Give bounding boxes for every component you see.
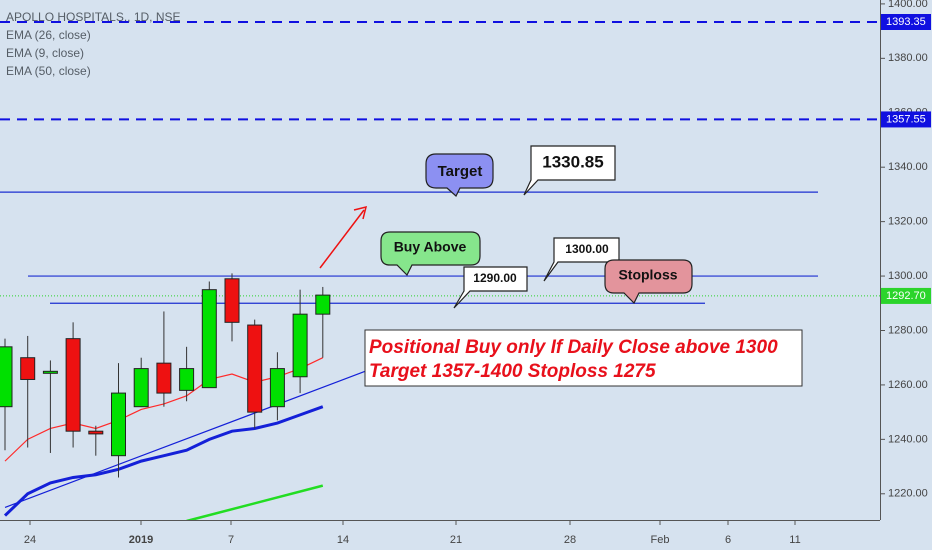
target-callout-label: Target <box>438 163 483 180</box>
legend-ema9[interactable]: EMA (9, close) <box>6 46 85 60</box>
time-tick-label: Feb <box>651 534 670 546</box>
candle[interactable] <box>156 362 172 394</box>
time-tick-label: 7 <box>228 534 234 546</box>
candle[interactable] <box>224 278 240 323</box>
target-value-label: 1330.85 <box>542 152 603 171</box>
entry-value-label: 1290.00 <box>473 271 517 285</box>
target-value-callout[interactable] <box>523 145 616 196</box>
candle[interactable] <box>269 368 285 408</box>
candle[interactable] <box>20 357 36 380</box>
legend-ema26[interactable]: EMA (26, close) <box>6 28 91 42</box>
price-tag[interactable] <box>881 287 931 304</box>
price-tick-label: 1380.00 <box>888 52 928 64</box>
candle[interactable] <box>315 294 331 315</box>
candle[interactable] <box>292 313 308 378</box>
candle[interactable] <box>42 370 58 374</box>
candle[interactable] <box>65 338 81 432</box>
legend-symbol[interactable]: APOLLO HOSPITALS., 1D, NSE <box>6 10 181 24</box>
price-tag-label: 1292.70 <box>886 290 926 302</box>
buy-above-callout[interactable] <box>380 231 481 277</box>
price-axis-bg <box>880 0 932 550</box>
price-tick-label: 1400.00 <box>888 0 928 10</box>
time-tick-label: 28 <box>564 534 576 546</box>
trade-note-line1: Positional Buy only If Daily Close above… <box>369 337 778 358</box>
price-tick-label: 1260.00 <box>888 379 928 391</box>
price-tag-label: 1393.35 <box>886 16 926 28</box>
buy-value-label: 1300.00 <box>565 242 609 256</box>
trendline <box>4 365 380 508</box>
candle[interactable] <box>0 346 13 408</box>
time-tick-label: 14 <box>337 534 349 546</box>
price-tag[interactable] <box>881 14 931 30</box>
price-tick-label: 1340.00 <box>888 161 928 173</box>
trade-note-line2: Target 1357-1400 Stoploss 1275 <box>369 361 656 382</box>
price-tick-label: 1280.00 <box>888 324 928 336</box>
ema50-line <box>186 484 324 523</box>
buy-arrow <box>319 209 365 269</box>
entry-value-callout[interactable] <box>453 266 528 309</box>
candle[interactable] <box>201 289 217 389</box>
candle[interactable] <box>88 430 104 435</box>
target-callout[interactable] <box>425 153 494 197</box>
legend-ema50[interactable]: EMA (50, close) <box>6 64 91 78</box>
price-tag[interactable] <box>881 111 931 128</box>
price-tick-label: 1220.00 <box>888 488 928 500</box>
time-tick-label: 11 <box>789 534 800 546</box>
candle[interactable] <box>111 392 126 457</box>
buy-arrow-head <box>353 205 368 220</box>
time-axis-bg <box>0 520 880 550</box>
price-tick-label: 1240.00 <box>888 433 928 445</box>
ema26-line <box>3 405 324 517</box>
candle[interactable] <box>133 368 149 408</box>
candle[interactable] <box>247 324 263 413</box>
buy-value-callout[interactable] <box>543 237 620 282</box>
stoploss-callout[interactable] <box>604 259 693 305</box>
candle[interactable] <box>179 368 195 391</box>
stoploss-label: Stoploss <box>618 267 677 283</box>
time-tick-label: 24 <box>24 534 36 546</box>
time-tick-label: 2019 <box>129 534 153 546</box>
time-tick-label: 21 <box>450 534 462 546</box>
trade-note-box[interactable] <box>364 329 803 387</box>
buy-above-label: Buy Above <box>394 239 467 255</box>
chart-legend: APOLLO HOSPITALS., 1D, NSE EMA (26, clos… <box>6 8 181 80</box>
price-tag-label: 1357.55 <box>886 113 926 125</box>
price-tick-label: 1320.00 <box>888 216 928 228</box>
time-tick-label: 6 <box>725 534 731 546</box>
price-tick-label: 1300.00 <box>888 270 928 282</box>
